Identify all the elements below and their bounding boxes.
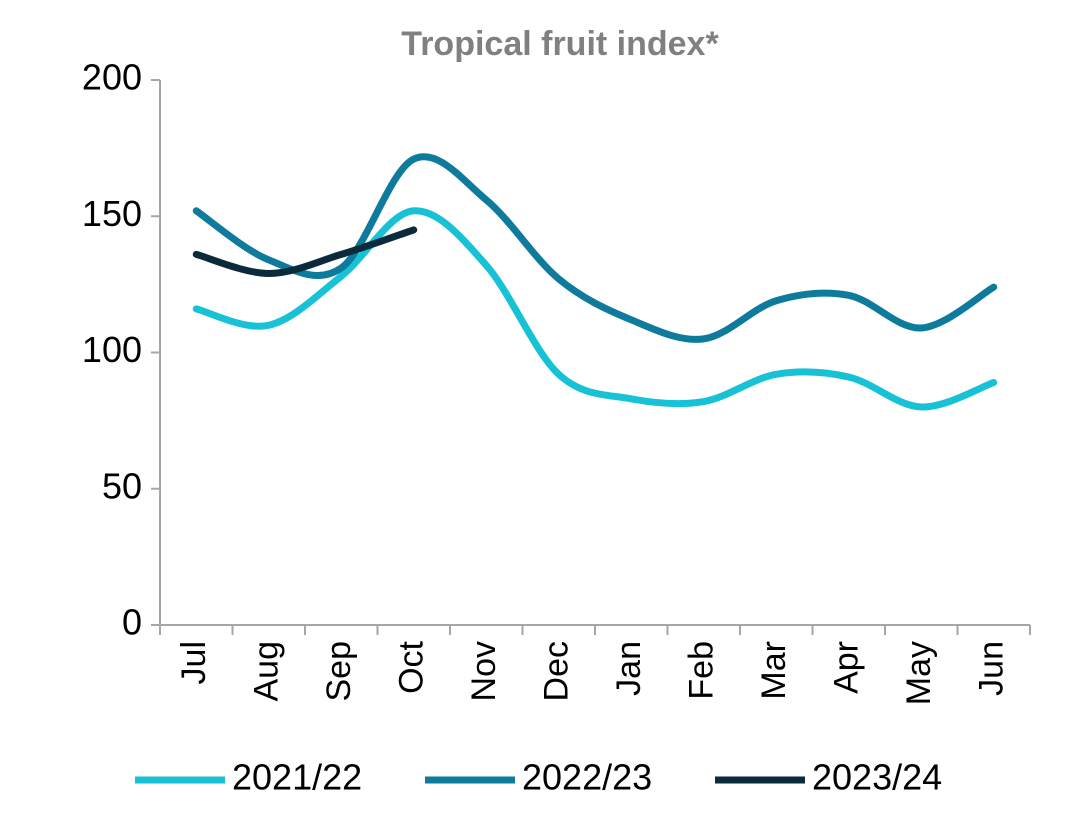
legend-label: 2022/23 — [522, 757, 652, 798]
y-tick-label: 150 — [82, 193, 142, 234]
x-tick-label: May — [900, 641, 938, 705]
x-tick-label: Oct — [393, 640, 431, 693]
x-tick-label: Jul — [175, 641, 213, 684]
x-tick-label: Jan — [610, 641, 648, 696]
x-tick-label: Jun — [973, 641, 1011, 696]
y-tick-label: 0 — [122, 602, 142, 643]
y-tick-label: 100 — [82, 329, 142, 370]
legend-label: 2023/24 — [812, 757, 942, 798]
x-tick-label: Dec — [538, 641, 576, 701]
x-tick-label: Feb — [683, 641, 721, 700]
legend-label: 2021/22 — [232, 757, 362, 798]
x-tick-label: Nov — [465, 641, 503, 701]
y-tick-label: 50 — [102, 465, 142, 506]
x-tick-label: Aug — [248, 641, 286, 702]
x-tick-label: Apr — [828, 641, 866, 694]
series-line — [192, 207, 998, 411]
series-line — [192, 226, 418, 277]
series-line — [192, 153, 998, 343]
chart-title: Tropical fruit index* — [401, 25, 719, 63]
x-tick-label: Sep — [320, 641, 358, 702]
y-tick-label: 200 — [82, 57, 142, 98]
x-tick-label: Mar — [755, 641, 793, 700]
